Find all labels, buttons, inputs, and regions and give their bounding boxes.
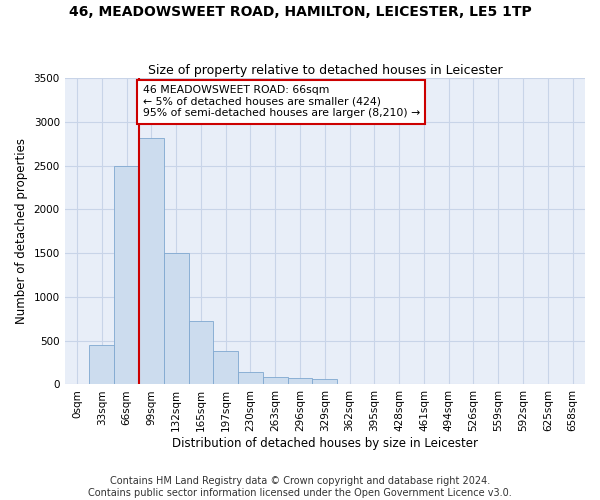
Bar — [238, 372, 263, 384]
Text: Contains HM Land Registry data © Crown copyright and database right 2024.
Contai: Contains HM Land Registry data © Crown c… — [88, 476, 512, 498]
Bar — [139, 138, 164, 384]
Text: 46 MEADOWSWEET ROAD: 66sqm
← 5% of detached houses are smaller (424)
95% of semi: 46 MEADOWSWEET ROAD: 66sqm ← 5% of detac… — [143, 85, 420, 118]
Bar — [263, 376, 287, 384]
Y-axis label: Number of detached properties: Number of detached properties — [15, 138, 28, 324]
Bar — [214, 351, 238, 384]
Bar — [164, 253, 188, 384]
Title: Size of property relative to detached houses in Leicester: Size of property relative to detached ho… — [148, 64, 502, 77]
Bar — [114, 166, 139, 384]
Bar — [313, 379, 337, 384]
X-axis label: Distribution of detached houses by size in Leicester: Distribution of detached houses by size … — [172, 437, 478, 450]
Bar — [188, 320, 214, 384]
Bar — [287, 378, 313, 384]
Text: 46, MEADOWSWEET ROAD, HAMILTON, LEICESTER, LE5 1TP: 46, MEADOWSWEET ROAD, HAMILTON, LEICESTE… — [68, 5, 532, 19]
Bar — [89, 345, 114, 385]
